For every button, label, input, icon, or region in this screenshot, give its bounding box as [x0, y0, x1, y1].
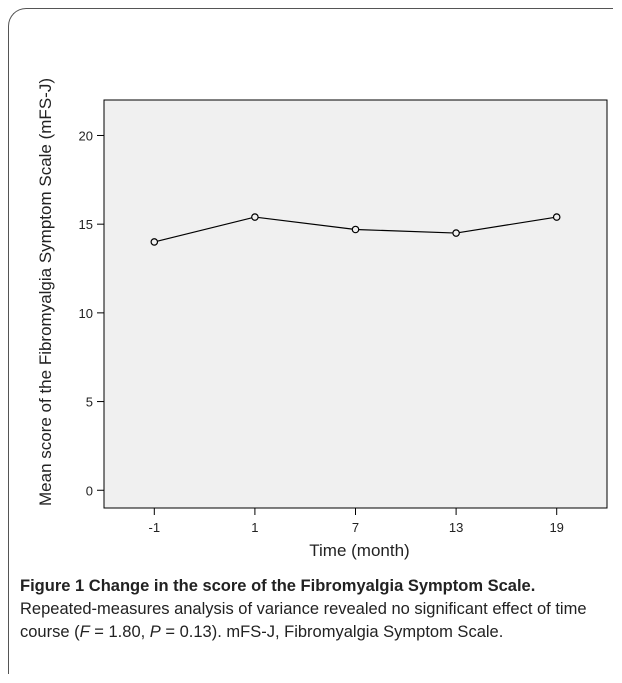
x-tick-label: -1 [149, 520, 161, 535]
y-axis-label: Mean score of the Fibromyalgia Symptom S… [36, 78, 55, 506]
x-axis-label: Time (month) [309, 541, 409, 560]
x-tick-label: 1 [251, 520, 258, 535]
caption-f-value: = 1.80, [89, 623, 150, 641]
data-point [251, 213, 259, 221]
figure-caption: Figure 1 Change in the score of the Fibr… [20, 575, 610, 644]
y-tick-label: 0 [86, 483, 93, 498]
data-point [452, 229, 460, 237]
caption-body-1: Repeated-measures analysis of variance r… [20, 600, 587, 641]
y-tick-label: 10 [79, 306, 93, 321]
figure-label: Figure 1 [20, 577, 85, 595]
plot-area [103, 99, 608, 509]
x-tick-label: 19 [549, 520, 563, 535]
caption-p-symbol: P [149, 623, 161, 641]
y-tick-label: 20 [79, 128, 93, 143]
x-tick-label: 7 [352, 520, 359, 535]
y-tick-label: 15 [79, 217, 93, 232]
figure-title: Change in the score of the Fibromyalgia … [88, 577, 536, 595]
data-point [150, 238, 159, 246]
caption-f-symbol: F [79, 623, 90, 641]
figure-frame [8, 8, 613, 674]
x-tick-label: 13 [449, 520, 463, 535]
data-point [351, 225, 360, 234]
caption-p-value: = 0.13). mFS-J, Fibromyalgia Symptom Sca… [160, 623, 504, 641]
y-tick-label: 5 [86, 395, 93, 410]
line-chart: 0 5 10 15 20 -1 1 7 13 19 Time (month) Mean score o… [36, 78, 608, 560]
data-point [552, 213, 561, 221]
